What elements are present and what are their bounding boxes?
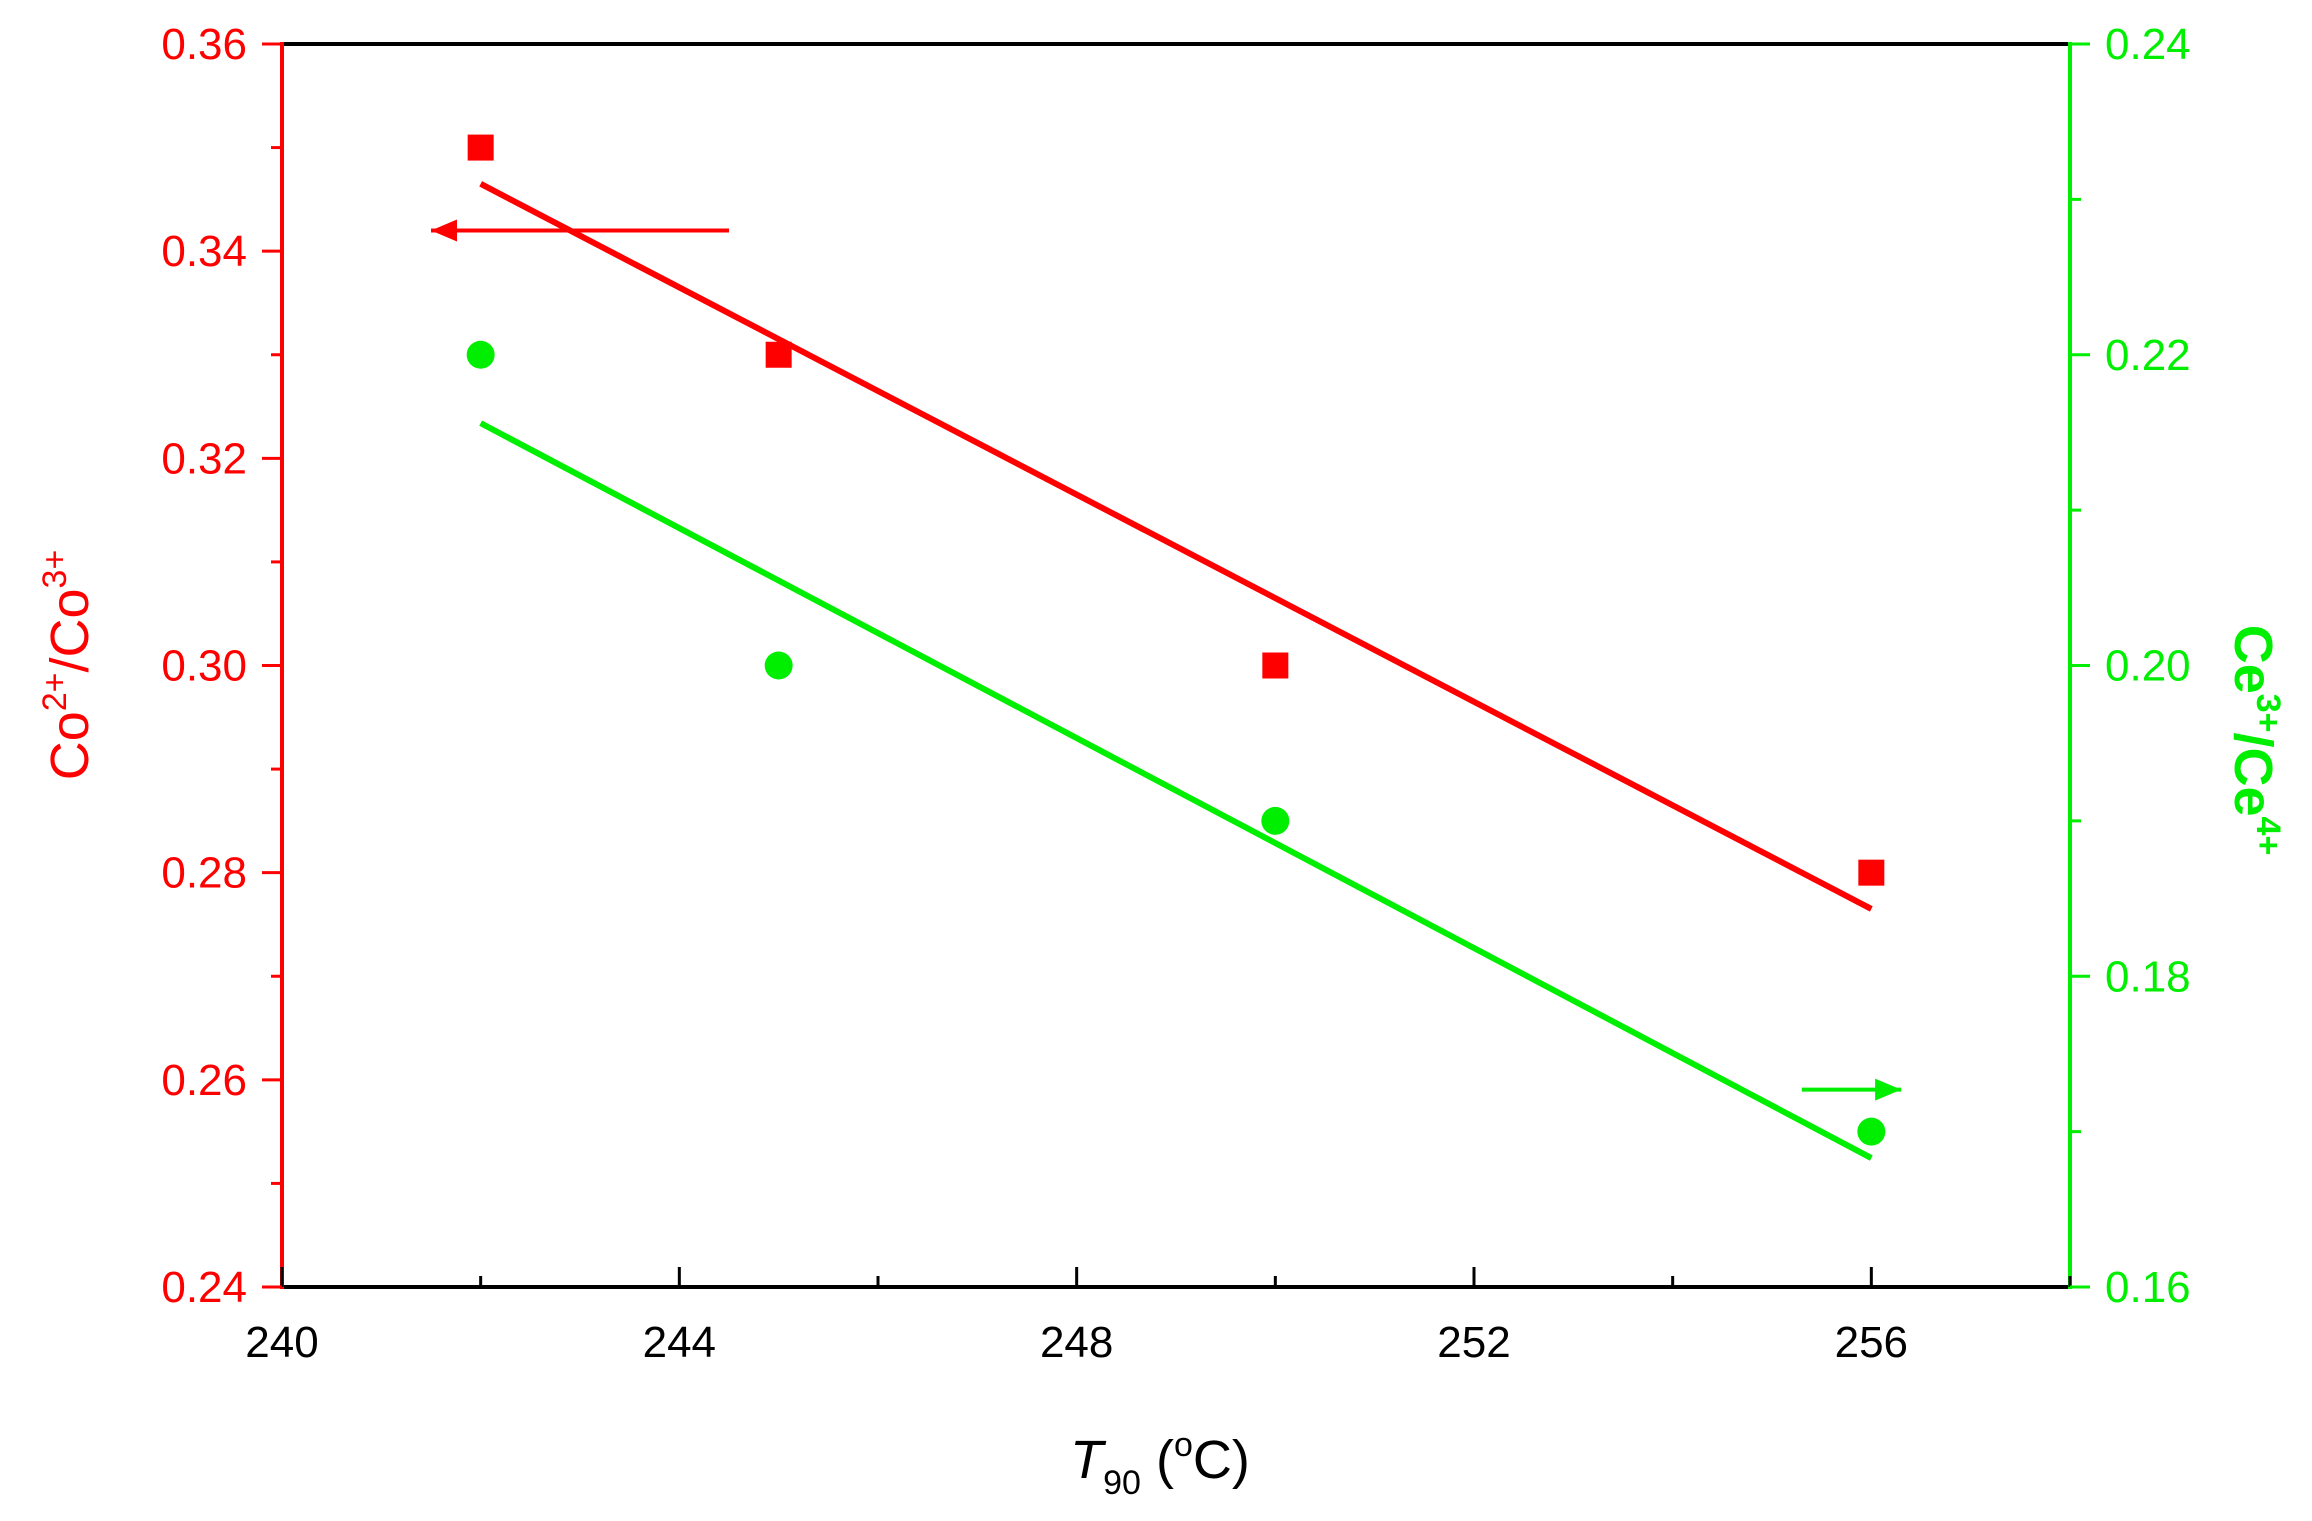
data-point-square (1262, 652, 1289, 679)
y-left-tick-label: 0.28 (161, 849, 247, 898)
y-left-axis-title: Co2+/Co3+ (36, 550, 100, 781)
y-left-tick-label: 0.30 (161, 642, 247, 691)
y-left-title-mid: /Co (40, 588, 100, 672)
x-axis-title: T90 (oC) (1070, 1426, 1250, 1502)
x-tick-label: 248 (1040, 1318, 1113, 1367)
data-point-square (1858, 859, 1885, 886)
x-tick-label: 256 (1835, 1318, 1908, 1367)
y-right-tick-label: 0.22 (2105, 331, 2191, 380)
x-tick-label: 244 (643, 1318, 716, 1367)
axis-arrows (431, 219, 1902, 1101)
y-left-tick-label: 0.24 (161, 1263, 247, 1312)
y-left-tick-label: 0.36 (161, 20, 247, 69)
fit-line-left (479, 181, 1873, 912)
data-point-square (467, 134, 494, 161)
axes: 240 244 248 252 256 0.24 0.26 0.28 0.30 0.32 0.34 0… (161, 20, 2190, 1367)
y-right-title-mid: /Ce (2223, 732, 2283, 816)
x-axis-title-unit-close: C) (1193, 1430, 1250, 1490)
data-point-circle (466, 340, 495, 369)
y-left-title-base: Co (40, 711, 100, 780)
x-axis-title-unit-open: ( (1141, 1430, 1174, 1490)
y-right-title-base: Ce (2223, 625, 2283, 694)
data-point-square (765, 341, 792, 368)
fit-lines (479, 181, 1873, 1161)
data-point-circle (1261, 806, 1290, 835)
data-point-circle (1857, 1117, 1886, 1146)
axis-arrow-right-head (1875, 1078, 1902, 1101)
data-markers (466, 134, 1886, 1146)
x-tick-label: 252 (1437, 1318, 1510, 1367)
y-right-tick-label: 0.18 (2105, 952, 2191, 1001)
x-axis-title-degree: o (1174, 1426, 1193, 1464)
x-axis-title-subscript: 90 (1103, 1464, 1141, 1502)
axis-arrow-left-head (431, 219, 457, 242)
y-left-tick-label: 0.34 (161, 227, 247, 276)
y-left-title-sup2: 3+ (36, 550, 74, 589)
data-point-circle (764, 651, 793, 680)
y-left-title-sup1: 2+ (36, 673, 74, 712)
y-right-tick-label: 0.16 (2105, 1263, 2191, 1312)
y-right-title-sup2: 4+ (2249, 817, 2287, 856)
y-right-tick-label: 0.24 (2105, 20, 2191, 69)
x-tick-label: 240 (245, 1318, 318, 1367)
x-axis-title-symbol: T (1070, 1430, 1107, 1490)
y-right-tick-label: 0.20 (2105, 642, 2191, 691)
y-right-title-sup1: 3+ (2249, 694, 2287, 733)
y-left-tick-label: 0.32 (161, 434, 247, 483)
fit-line-right (479, 420, 1873, 1161)
y-left-tick-label: 0.26 (161, 1056, 247, 1105)
y-right-axis-title: Ce3+/Ce4+ (2223, 625, 2287, 856)
